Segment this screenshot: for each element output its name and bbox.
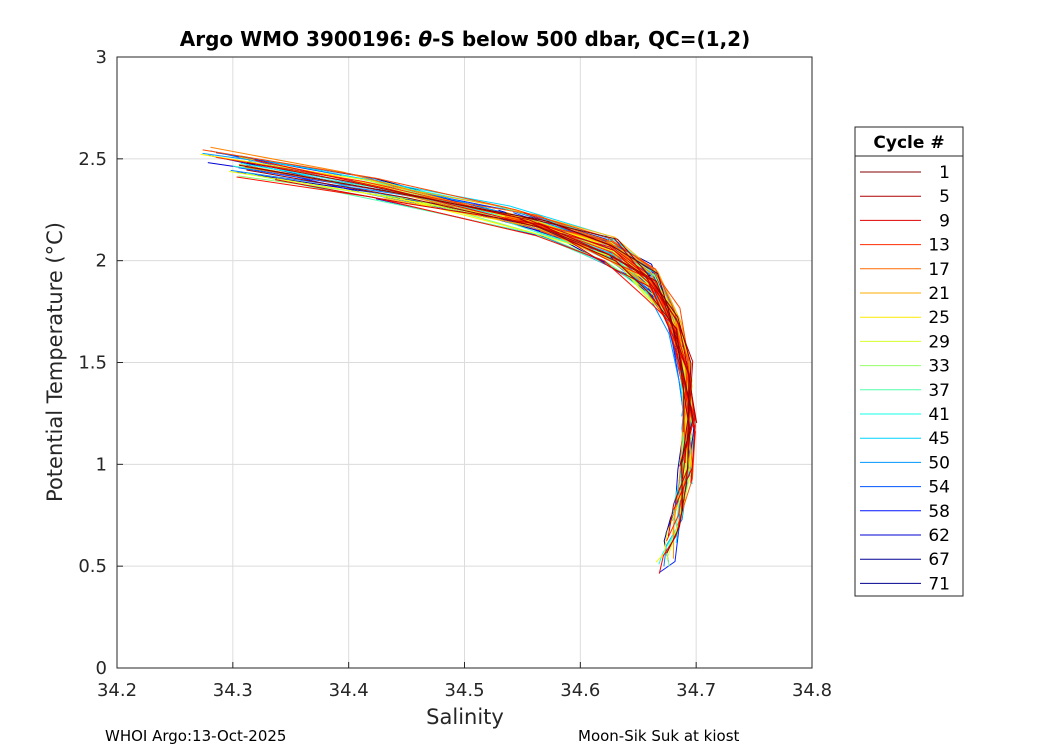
x-axis-label: Salinity <box>426 705 504 729</box>
legend-entry-label: 9 <box>939 211 950 231</box>
legend-entry-label: 54 <box>928 478 950 498</box>
legend-entry-label: 29 <box>928 332 950 352</box>
chart-title: Argo WMO 3900196: θ-S below 500 dbar, QC… <box>180 27 750 51</box>
profile-cycle-66 <box>275 179 685 433</box>
profile-cycle-65 <box>537 222 696 483</box>
footer-left: WHOI Argo:13-Oct-2025 <box>105 727 286 745</box>
x-tick-label: 34.8 <box>792 680 832 701</box>
legend-entry-label: 58 <box>928 502 950 522</box>
legend-entry-label: 41 <box>928 405 950 425</box>
legend-entry-label: 25 <box>928 308 950 328</box>
x-tick-label: 34.7 <box>676 680 716 701</box>
legend-entry-label: 50 <box>928 453 950 473</box>
profile-cycle-70 <box>246 169 691 554</box>
y-tick-label: 2.5 <box>78 149 107 170</box>
profile-cycle-72 <box>239 164 694 467</box>
x-tick-label: 34.4 <box>329 680 369 701</box>
footer-right: Moon-Sik Suk at kiost <box>578 727 740 745</box>
x-tick-label: 34.6 <box>560 680 600 701</box>
legend-box <box>854 126 964 597</box>
x-tick-label: 34.3 <box>213 680 253 701</box>
legend-title: Cycle # <box>873 133 944 153</box>
legend-entry-label: 37 <box>928 381 950 401</box>
profile-cycle-67 <box>613 237 694 537</box>
x-tick-label: 34.2 <box>97 680 137 701</box>
x-tick-label: 34.5 <box>444 680 484 701</box>
y-axis-label: Potential Temperature (°C) <box>43 222 67 502</box>
legend-entry-label: 13 <box>928 236 950 256</box>
y-ticks: 0 0.5 1 1.5 2 2.5 3 <box>78 47 123 679</box>
profile-cycle-64 <box>254 159 696 510</box>
legend-entry-label: 17 <box>928 260 950 280</box>
legend-entry-label: 1 <box>939 163 950 183</box>
y-tick-label: 2 <box>96 251 107 272</box>
legend-entry-label: 67 <box>928 550 950 570</box>
y-tick-label: 0.5 <box>78 556 107 577</box>
legend-entry-label: 71 <box>928 574 950 594</box>
x-ticks: 34.2 34.3 34.4 34.5 34.6 34.7 34.8 <box>97 662 832 701</box>
y-tick-label: 1.5 <box>78 353 107 374</box>
profile-cycle-58 <box>202 149 690 464</box>
legend-entries: 1 5 9 13 17 21 25 29 33 37 41 45 50 54 58 62 67 71 <box>860 163 950 594</box>
legend: Cycle # 1 5 9 13 17 21 25 29 33 37 41 45 50 54 58 62 67 7… <box>854 126 964 597</box>
legend-entry-label: 45 <box>928 429 950 449</box>
profile-cycle-69 <box>519 218 698 424</box>
legend-entry-label: 33 <box>928 357 950 377</box>
y-tick-label: 0 <box>96 658 107 679</box>
profiles <box>200 146 698 574</box>
legend-entry-label: 21 <box>928 284 950 304</box>
legend-entry-label: 5 <box>939 187 950 207</box>
y-tick-label: 3 <box>96 47 107 68</box>
y-tick-label: 1 <box>96 454 107 475</box>
legend-entry-label: 62 <box>928 526 950 546</box>
